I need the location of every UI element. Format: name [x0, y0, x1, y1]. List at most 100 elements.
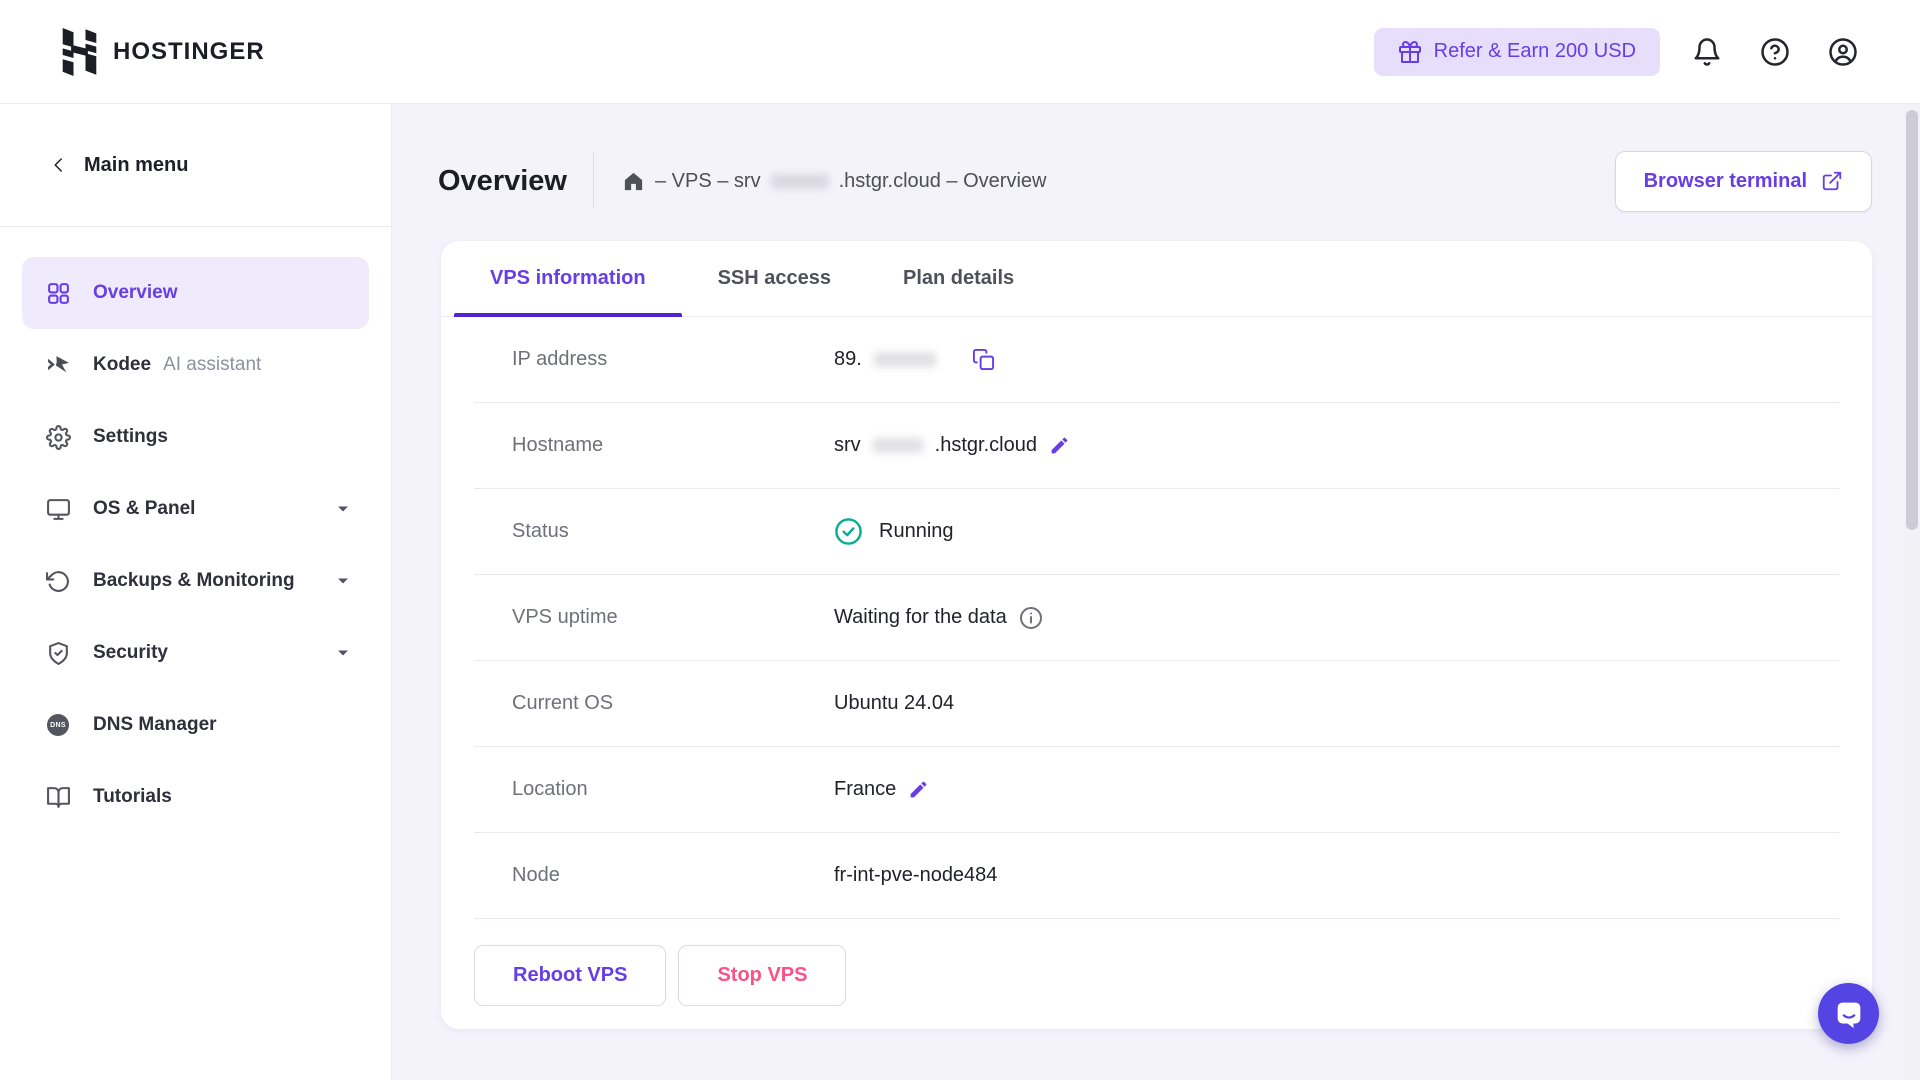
sidebar-item-label: Overview — [93, 282, 178, 303]
sidebar-nav: Overview Kodee AI assistant Settings — [0, 227, 391, 833]
tab-bar: VPS information SSH access Plan details — [441, 241, 1872, 317]
sidebar-item-security[interactable]: Security — [22, 617, 369, 689]
stop-vps-button[interactable]: Stop VPS — [678, 945, 847, 1006]
table-row-current-os: Current OS Ubuntu 24.04 — [474, 661, 1839, 747]
main-menu-label: Main menu — [84, 153, 189, 176]
gear-icon — [45, 424, 71, 450]
table-row-location: Location France — [474, 747, 1839, 833]
breadcrumb-suffix: .hstgr.cloud – Overview — [838, 169, 1047, 192]
browser-terminal-label: Browser terminal — [1643, 169, 1807, 192]
external-link-icon — [1822, 171, 1842, 191]
tab-label: Plan details — [903, 267, 1015, 289]
main-content: Overview – VPS – srv .hstgr.cloud – Over… — [392, 104, 1920, 1080]
location-value: France — [834, 778, 897, 800]
shield-icon — [45, 641, 71, 666]
divider — [592, 153, 594, 209]
chat-bubble-icon — [1837, 1002, 1860, 1028]
redacted-text — [770, 173, 829, 189]
copy-icon[interactable] — [972, 348, 995, 371]
check-circle-icon — [834, 517, 863, 546]
profile-icon — [1829, 37, 1857, 66]
sidebar-item-sublabel: AI assistant — [163, 354, 262, 375]
sidebar-item-kodee[interactable]: Kodee AI assistant — [22, 329, 369, 401]
reboot-vps-button[interactable]: Reboot VPS — [474, 945, 667, 1006]
sidebar-item-label: Settings — [93, 426, 168, 447]
chevron-down-icon — [337, 505, 349, 513]
redacted-text — [872, 438, 923, 453]
chevron-down-icon — [337, 577, 349, 585]
notifications-button[interactable] — [1686, 31, 1728, 73]
help-button[interactable] — [1754, 31, 1796, 73]
chat-launcher-button[interactable] — [1818, 983, 1879, 1044]
hostname-value: srv — [834, 434, 861, 456]
tab-plan-details[interactable]: Plan details — [867, 241, 1050, 316]
sidebar-item-label: OS & Panel — [93, 498, 196, 519]
info-circle-icon[interactable] — [1019, 606, 1043, 630]
top-header: HOSTINGER Refer & Earn 200 USD — [0, 0, 1920, 104]
row-label: Node — [512, 864, 560, 886]
tab-label: VPS information — [490, 267, 646, 289]
table-row-hostname: Hostname srv .hstgr.cloud — [474, 403, 1839, 489]
sidebar-item-label: Kodee — [93, 354, 152, 375]
edit-icon[interactable] — [908, 779, 929, 800]
chevron-down-icon — [337, 649, 349, 657]
profile-button[interactable] — [1822, 31, 1864, 73]
dns-globe-icon: DNS — [45, 714, 71, 736]
monitor-icon — [45, 497, 71, 522]
bell-icon — [1694, 37, 1720, 66]
ip-address-value: 89. — [834, 348, 862, 370]
dashboard-icon — [45, 281, 71, 306]
status-badge: Running — [879, 520, 954, 542]
table-row-node: Node fr-int-pve-node484 — [474, 833, 1839, 919]
sidebar-item-label: Security — [93, 642, 168, 663]
gift-icon — [1398, 40, 1421, 63]
sidebar-item-tutorials[interactable]: Tutorials — [22, 761, 369, 833]
page-title: Overview — [438, 164, 567, 197]
sidebar-item-backups-monitoring[interactable]: Backups & Monitoring — [22, 545, 369, 617]
main-menu-back[interactable]: Main menu — [0, 104, 391, 227]
sidebar-item-settings[interactable]: Settings — [22, 401, 369, 473]
vps-info-card: VPS information SSH access Plan details … — [441, 241, 1872, 1029]
refer-earn-label: Refer & Earn 200 USD — [1433, 40, 1636, 62]
row-label: Status — [512, 520, 569, 542]
refer-earn-button[interactable]: Refer & Earn 200 USD — [1373, 27, 1660, 76]
sidebar-item-label: Tutorials — [93, 786, 172, 807]
row-label: VPS uptime — [512, 606, 618, 628]
sidebar-item-label: Backups & Monitoring — [93, 570, 295, 591]
hostname-suffix: .hstgr.cloud — [934, 434, 1037, 456]
current-os-value: Ubuntu 24.04 — [834, 692, 955, 714]
row-label: IP address — [512, 348, 608, 370]
restore-icon — [45, 569, 71, 594]
node-value: fr-int-pve-node484 — [834, 864, 998, 886]
row-label: Location — [512, 778, 588, 800]
row-label: Current OS — [512, 692, 614, 714]
table-row-status: Status Running — [474, 489, 1839, 575]
chevron-left-icon — [54, 158, 62, 172]
book-icon — [45, 785, 71, 810]
brand-name: HOSTINGER — [113, 37, 265, 65]
sidebar-item-dns-manager[interactable]: DNS DNS Manager — [22, 689, 369, 761]
hostinger-logo-icon — [62, 27, 97, 76]
tab-vps-information[interactable]: VPS information — [454, 241, 682, 317]
breadcrumb: – VPS – srv .hstgr.cloud – Overview — [622, 170, 1046, 193]
table-row-vps-uptime: VPS uptime Waiting for the data — [474, 575, 1839, 661]
uptime-value: Waiting for the data — [834, 606, 1007, 628]
sidebar: Main menu Overview Kodee AI assistant — [0, 104, 392, 1080]
edit-icon[interactable] — [1049, 435, 1070, 456]
scrollbar-thumb[interactable] — [1906, 110, 1918, 530]
sidebar-item-os-panel[interactable]: OS & Panel — [22, 473, 369, 545]
sidebar-item-overview[interactable]: Overview — [22, 257, 369, 329]
tab-label: SSH access — [717, 267, 831, 289]
vps-details-table: IP address 89. Hostname srv .hstgr.c — [474, 317, 1839, 919]
redacted-text — [873, 352, 936, 367]
scrollbar-track[interactable] — [1904, 0, 1920, 1080]
breadcrumb-prefix: – VPS – srv — [654, 169, 761, 192]
tab-ssh-access[interactable]: SSH access — [682, 241, 867, 316]
home-icon — [624, 172, 643, 190]
row-label: Hostname — [512, 434, 604, 456]
browser-terminal-button[interactable]: Browser terminal — [1614, 150, 1872, 212]
kodee-bird-icon — [45, 353, 71, 378]
help-icon — [1761, 37, 1789, 66]
hostinger-logo[interactable]: HOSTINGER — [59, 27, 265, 76]
table-row-ip-address: IP address 89. — [474, 317, 1839, 403]
